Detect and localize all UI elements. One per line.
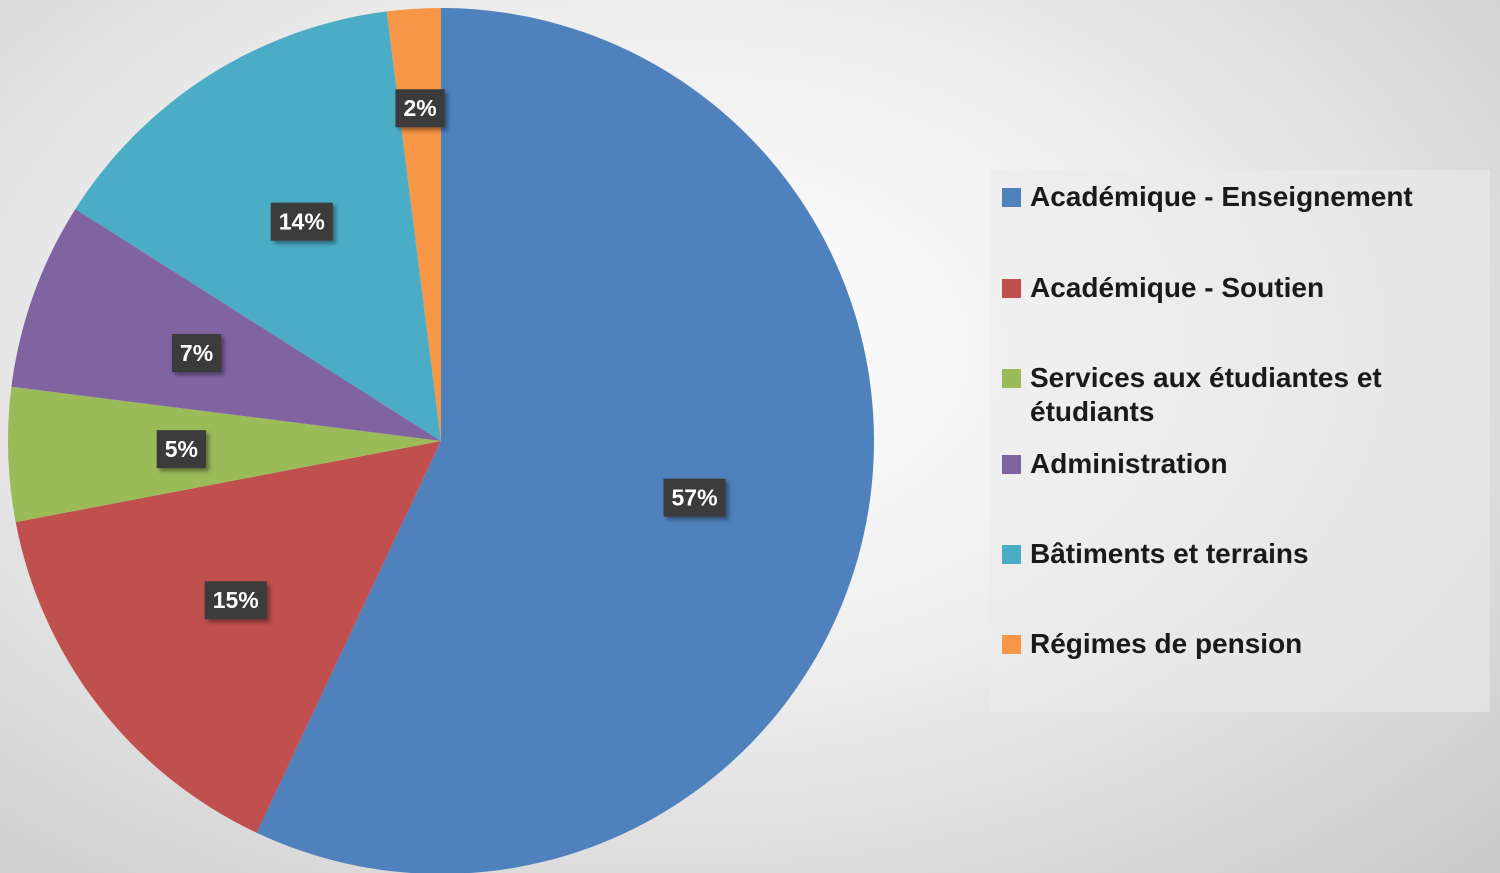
data-label-text: 2% xyxy=(403,95,436,121)
data-label: 15% xyxy=(204,581,267,620)
legend-swatch xyxy=(1002,635,1021,654)
pie-slice xyxy=(15,441,442,833)
data-label-box xyxy=(395,89,445,128)
legend-swatch xyxy=(1002,369,1021,388)
data-label-box xyxy=(204,581,267,620)
data-label-text: 14% xyxy=(279,209,325,235)
data-label-box xyxy=(156,430,206,469)
legend-swatch xyxy=(1002,279,1021,298)
data-label-box xyxy=(171,333,222,372)
data-label-text: 7% xyxy=(180,340,213,366)
pie-slice xyxy=(256,8,874,873)
data-label-box xyxy=(663,478,726,517)
data-label-text: 57% xyxy=(672,485,718,511)
legend-item: Administration xyxy=(1002,447,1485,481)
pie-slice xyxy=(8,386,442,523)
pie-slice xyxy=(11,208,441,441)
legend-swatch xyxy=(1002,455,1021,474)
legend-label: Académique - Enseignement xyxy=(1030,181,1413,212)
legend-swatch xyxy=(1002,188,1021,207)
pie-slice xyxy=(75,11,441,441)
legend-label: Régimes de pension xyxy=(1030,628,1303,659)
legend-label: Services aux étudiantes et étudiants xyxy=(1030,362,1382,427)
legend: Académique - Enseignement Académique - So… xyxy=(990,170,1490,712)
data-label: 57% xyxy=(663,478,726,517)
legend-label: Administration xyxy=(1030,448,1228,479)
legend-swatch xyxy=(1002,545,1021,564)
data-label-text: 15% xyxy=(213,587,259,613)
legend-item: Bâtiments et terrains xyxy=(1002,537,1485,571)
data-label: 14% xyxy=(270,202,333,241)
legend-item: Académique - Enseignement xyxy=(1002,180,1485,214)
data-label: 5% xyxy=(156,430,206,469)
legend-label: Académique - Soutien xyxy=(1030,272,1325,303)
data-label-box xyxy=(270,202,333,241)
data-label: 2% xyxy=(395,89,445,128)
legend-label: Bâtiments et terrains xyxy=(1030,538,1309,569)
legend-item: Services aux étudiantes et étudiants xyxy=(1002,361,1485,429)
legend-item: Régimes de pension xyxy=(1002,627,1485,661)
data-label-text: 5% xyxy=(165,436,198,462)
legend-item: Académique - Soutien xyxy=(1002,271,1485,305)
data-label: 7% xyxy=(171,333,222,372)
